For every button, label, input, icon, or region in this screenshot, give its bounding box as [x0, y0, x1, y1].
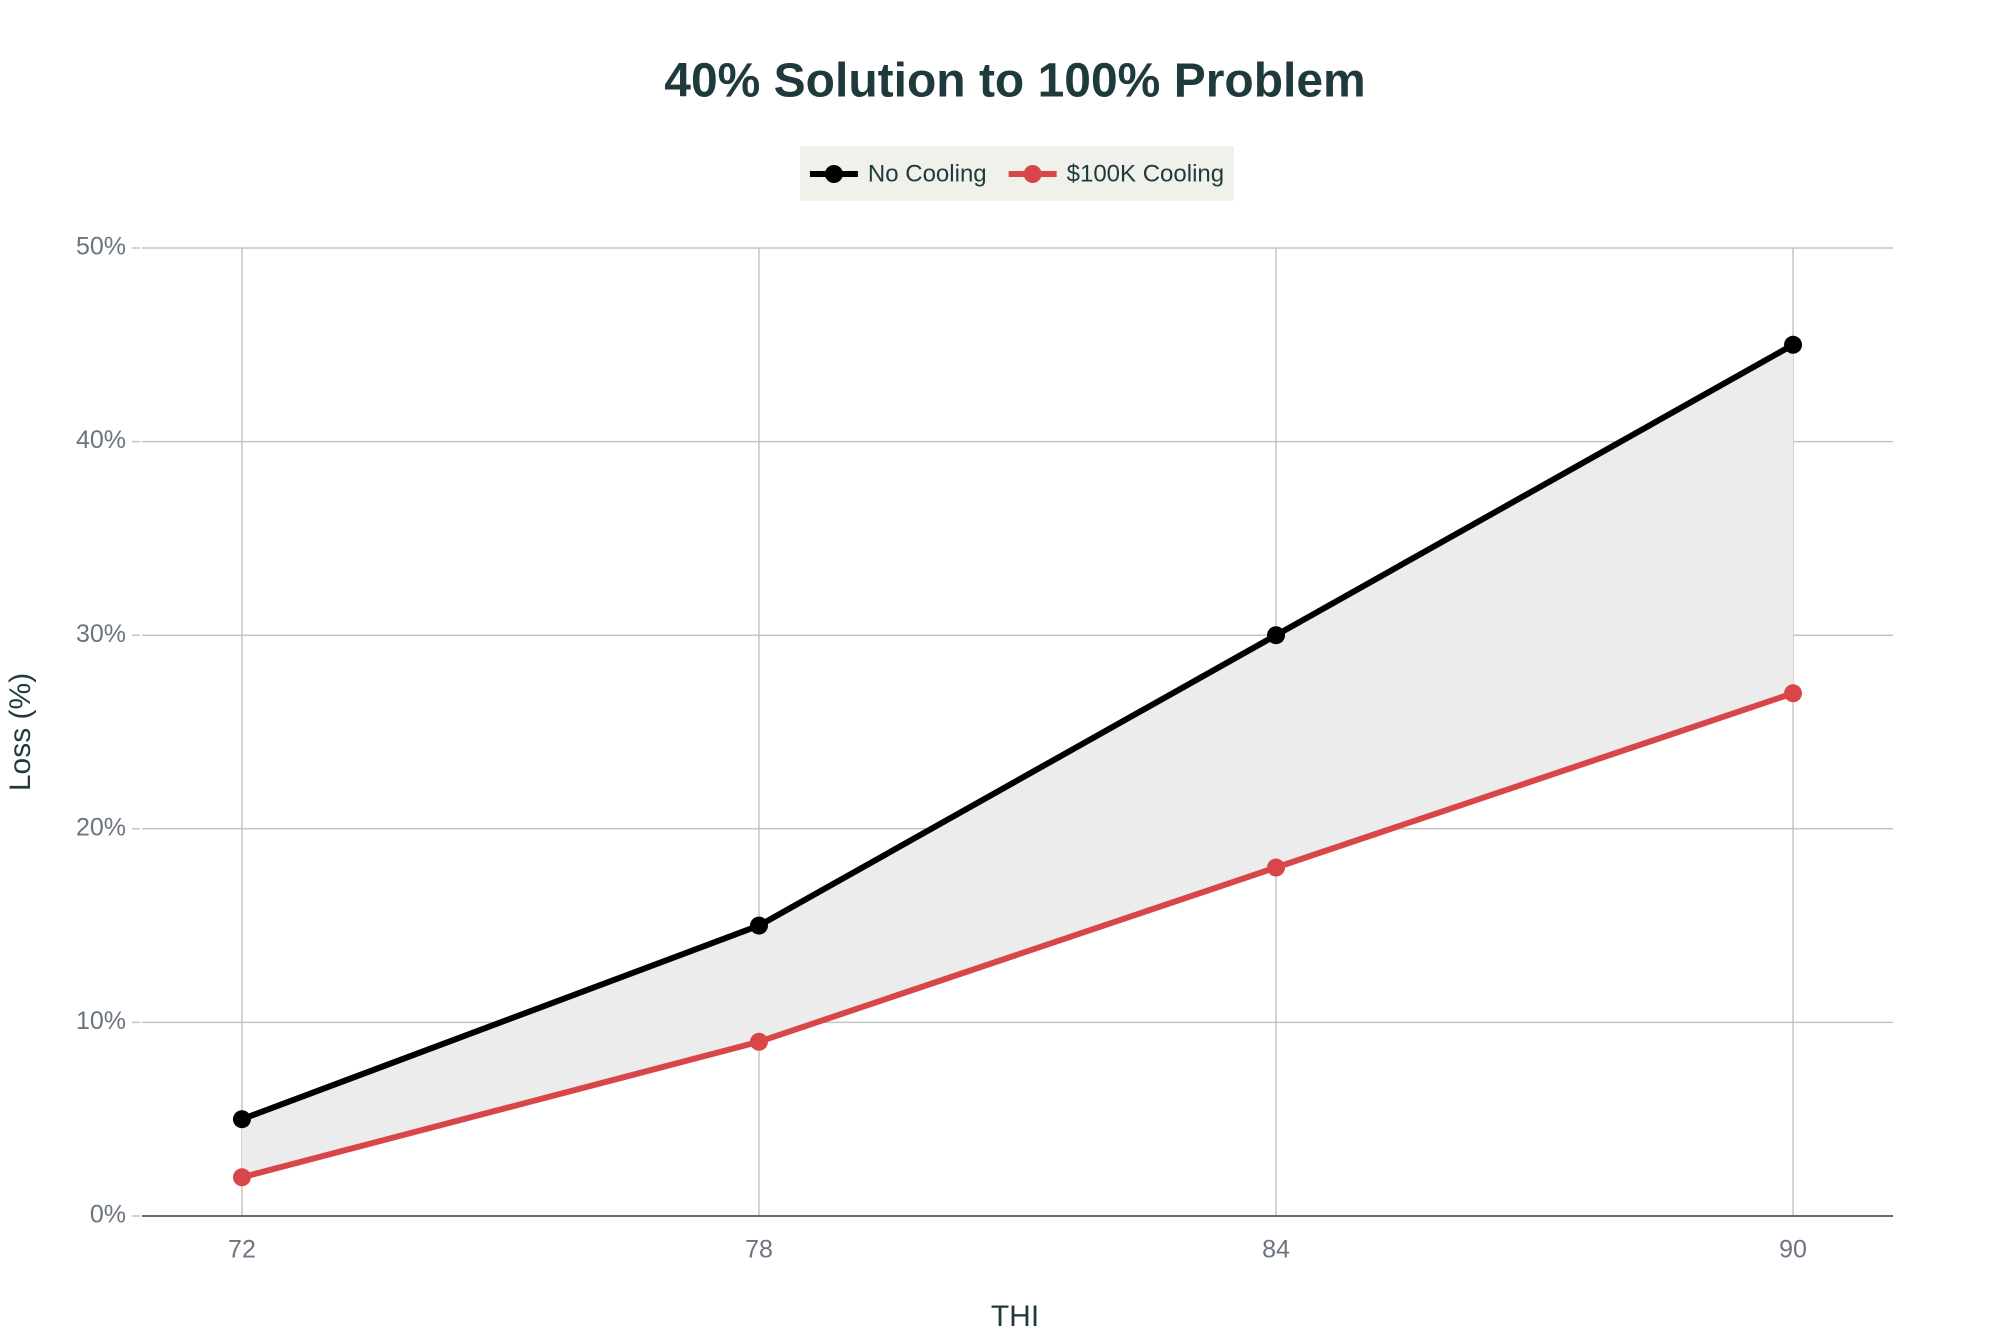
- legend-label: No Cooling: [868, 160, 987, 187]
- data-point: [749, 916, 768, 935]
- y-axis-title: Loss (%): [4, 673, 37, 791]
- data-point: [232, 1110, 251, 1129]
- series-line: [241, 690, 1794, 1181]
- data-point: [749, 1032, 768, 1051]
- y-tick-label: 30%: [76, 620, 126, 648]
- y-tick-label: 10%: [76, 1007, 126, 1035]
- chart-title: 40% Solution to 100% Problem: [664, 55, 1365, 108]
- data-point: [1784, 335, 1803, 354]
- gap-fill: [241, 344, 1794, 1178]
- x-tick-label: 78: [745, 1236, 773, 1264]
- y-tick-label: 40%: [76, 426, 126, 454]
- y-tick-label: 20%: [76, 813, 126, 841]
- data-point: [1784, 684, 1803, 703]
- legend-swatch-dot: [824, 165, 843, 183]
- x-axis-title: THI: [991, 1300, 1039, 1333]
- plot-area: [232, 335, 1803, 1187]
- data-point: [1267, 626, 1286, 645]
- data-point: [1267, 858, 1286, 877]
- y-tick-label: 0%: [90, 1201, 126, 1229]
- y-tick-label: 50%: [76, 233, 126, 261]
- x-tick-label: 72: [228, 1236, 256, 1264]
- x-tick-label: 84: [1262, 1236, 1290, 1264]
- x-tick-label: 90: [1779, 1236, 1807, 1264]
- legend: No Cooling $100K Cooling: [799, 146, 1235, 201]
- data-point: [232, 1168, 251, 1187]
- series-line: [240, 342, 1795, 1123]
- legend-label: $100K Cooling: [1067, 160, 1224, 187]
- legend-swatch-dot: [1023, 165, 1042, 183]
